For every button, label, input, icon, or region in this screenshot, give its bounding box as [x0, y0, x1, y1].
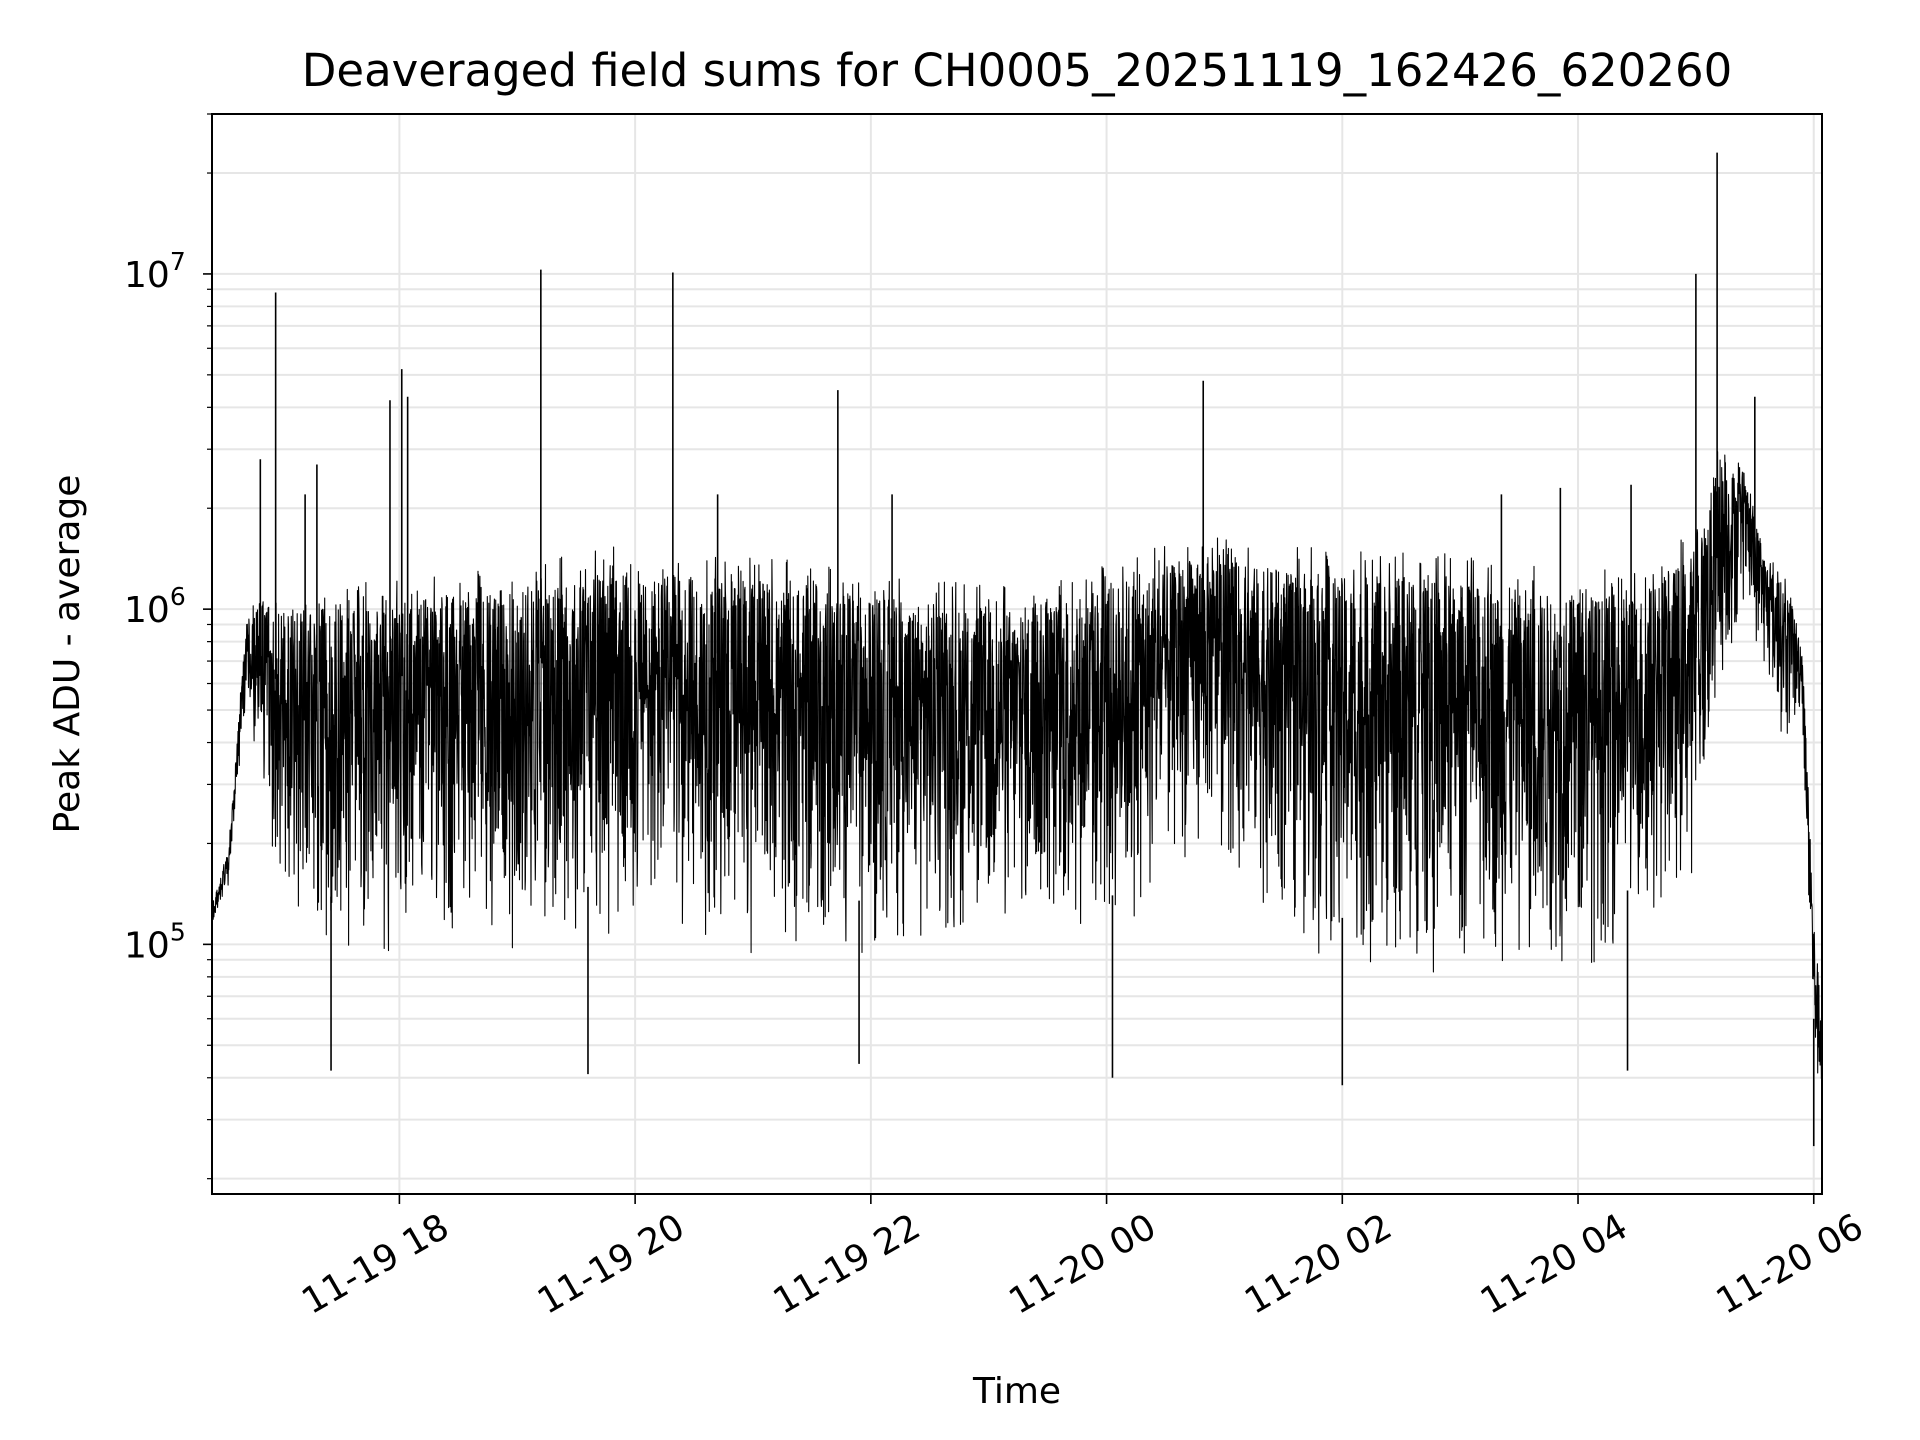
- chart-title: Deaveraged field sums for CH0005_2025111…: [302, 44, 1732, 97]
- y-tick-label: 105: [124, 917, 186, 966]
- x-axis-label: Time: [972, 1371, 1061, 1412]
- data-series: [211, 152, 1823, 1147]
- y-axis: 105 106 107: [124, 113, 212, 1180]
- y-tick-label: 106: [124, 582, 186, 631]
- plot-frame: [211, 113, 1823, 1195]
- series-line: [211, 451, 1823, 1080]
- y-tick-label: 107: [124, 247, 186, 296]
- y-axis-label: Peak ADU - average: [47, 475, 88, 834]
